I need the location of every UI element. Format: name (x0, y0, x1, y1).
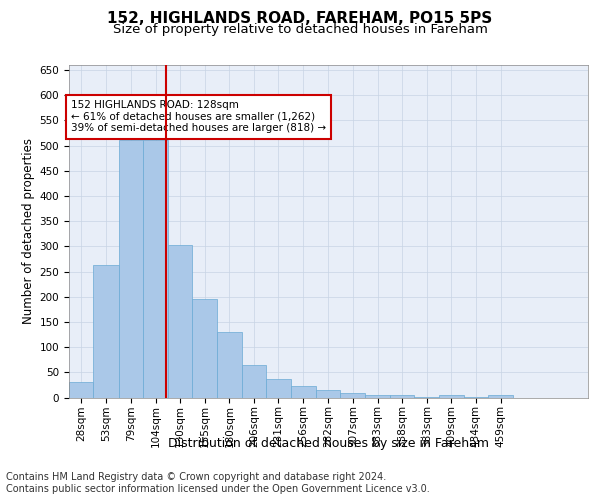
Bar (93, 265, 119, 398)
Y-axis label: Number of detached properties: Number of detached properties (22, 138, 35, 324)
Bar (217, 332, 242, 398)
Bar (119, 140, 143, 398)
Text: Contains HM Land Registry data © Crown copyright and database right 2024.
Contai: Contains HM Land Registry data © Crown c… (6, 472, 430, 494)
Bar (143, 140, 168, 398)
Bar (316, 390, 340, 398)
Text: 152 HIGHLANDS ROAD: 128sqm
← 61% of detached houses are smaller (1,262)
39% of s: 152 HIGHLANDS ROAD: 128sqm ← 61% of deta… (71, 100, 326, 134)
Bar (340, 393, 365, 398)
Bar (414, 397, 439, 398)
Bar (168, 246, 193, 398)
Bar (193, 299, 217, 398)
Text: Distribution of detached houses by size in Fareham: Distribution of detached houses by size … (168, 438, 490, 450)
Bar (390, 396, 414, 398)
Bar (439, 396, 464, 398)
Bar (242, 365, 266, 398)
Bar (464, 397, 488, 398)
Bar (488, 395, 513, 398)
Bar (69, 382, 93, 398)
Text: 152, HIGHLANDS ROAD, FAREHAM, PO15 5PS: 152, HIGHLANDS ROAD, FAREHAM, PO15 5PS (107, 11, 493, 26)
Bar (266, 379, 290, 398)
Text: Size of property relative to detached houses in Fareham: Size of property relative to detached ho… (113, 22, 487, 36)
Bar (365, 395, 390, 398)
Bar (290, 386, 316, 398)
